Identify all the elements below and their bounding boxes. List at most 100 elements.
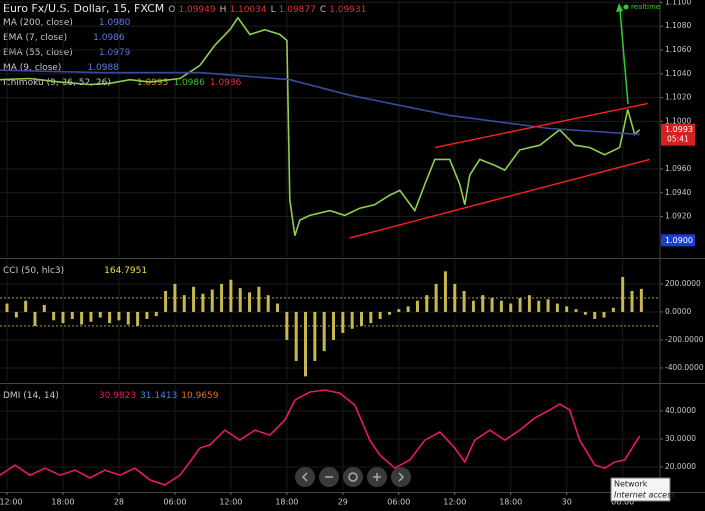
cci-bar xyxy=(630,290,634,312)
ohlc-value: 1.09931 xyxy=(329,5,366,15)
panel-value: 31.1413 xyxy=(140,391,177,401)
cci-bar xyxy=(574,309,578,312)
y-tick-label: 40.0000 xyxy=(665,406,696,415)
x-tick-label: 06:00 xyxy=(163,498,186,507)
cci-bar xyxy=(462,290,466,312)
series-line xyxy=(0,389,641,486)
panel-name: DMI (14, 14) xyxy=(3,391,59,401)
indicator-name: EMA (7, close) xyxy=(3,33,67,43)
cci-bar xyxy=(350,311,354,329)
cci-bar xyxy=(80,311,84,325)
panel-name: CCI (50, hlc3) xyxy=(3,266,64,276)
cci-bar xyxy=(266,295,270,312)
cci-bar xyxy=(229,279,233,312)
cci-bar xyxy=(108,311,112,324)
panel-value: 164.7951 xyxy=(104,266,147,276)
cci-bar xyxy=(313,311,317,361)
cci-bar xyxy=(639,288,643,312)
cci-bar xyxy=(518,297,522,312)
cci-bar xyxy=(145,311,149,319)
cci-bar xyxy=(593,311,597,319)
scroll-left-button[interactable] xyxy=(295,467,315,487)
indicator-value: 1.0986 xyxy=(93,33,125,43)
reset-button[interactable] xyxy=(343,467,363,487)
cci-bar xyxy=(425,295,429,312)
y-tick-label: 1.1020 xyxy=(665,93,691,102)
cci-bar xyxy=(583,311,587,315)
cci-bar xyxy=(220,283,224,312)
cci-bar xyxy=(98,311,102,318)
y-tick-label: 1.0940 xyxy=(665,188,691,197)
y-tick-label: -400.0000 xyxy=(665,363,704,372)
indicator-legend: MA (9, close) 1.0988 xyxy=(3,63,119,73)
y-tick-label: -200.0000 xyxy=(665,335,704,344)
x-tick-label: 18:00 xyxy=(275,498,298,507)
cci-bar xyxy=(173,283,177,312)
cci-bar xyxy=(621,276,625,312)
ohlc-key: O xyxy=(168,5,175,15)
cci-bar xyxy=(322,311,326,352)
cci-bar xyxy=(304,311,308,377)
panel-value: 30.9823 xyxy=(99,391,136,401)
cci-bar xyxy=(341,311,345,333)
indicator-value: 1.0988 xyxy=(87,63,119,73)
cci-bar xyxy=(24,300,28,312)
arrow-head xyxy=(616,3,623,12)
cci-bar xyxy=(70,311,74,319)
cci-bar xyxy=(42,304,46,312)
cci-bar xyxy=(52,311,56,321)
tooltip: Network Internet access xyxy=(610,477,675,502)
realtime-arrow xyxy=(619,9,629,105)
cci-bar xyxy=(453,283,457,312)
cci-bar xyxy=(359,311,363,326)
y-tick-label: 1.0960 xyxy=(665,164,691,173)
cci-bar xyxy=(471,300,475,312)
x-tick-label: 12:00 xyxy=(443,498,466,507)
ohlc-key: L xyxy=(271,5,276,15)
panel-value: 10.9659 xyxy=(181,391,218,401)
x-tick-label: 06:00 xyxy=(611,498,634,507)
cci-bar xyxy=(481,295,485,312)
cci-bar xyxy=(248,292,252,312)
channel-line xyxy=(349,158,650,239)
cci-bar xyxy=(546,299,550,312)
cci-bar xyxy=(126,311,130,325)
realtime-label: realtime xyxy=(631,3,660,11)
cci-bar xyxy=(397,309,401,312)
icon xyxy=(348,472,358,482)
symbol-title: Euro Fx/U.S. Dollar, 15, FXCM xyxy=(3,2,164,15)
cci-bar xyxy=(61,311,65,324)
x-tick-label: 28 xyxy=(114,498,124,507)
tooltip-title: Network xyxy=(614,480,648,489)
cci-bar xyxy=(565,306,569,312)
cci-bar xyxy=(434,283,438,312)
tooltip-box xyxy=(610,477,671,502)
tooltip-text: Internet access xyxy=(614,491,675,500)
icon xyxy=(398,472,405,482)
header: Euro Fx/U.S. Dollar, 15, FXCM O 1.09949 H 1.… xyxy=(3,2,366,15)
series-line xyxy=(0,69,640,136)
ohlc-key: C xyxy=(320,5,326,15)
cci-bar xyxy=(154,311,158,317)
cci-bar xyxy=(509,303,513,312)
y-tick-label: 20.0000 xyxy=(665,462,696,471)
cci-bar xyxy=(276,303,280,312)
cci-bar xyxy=(5,303,9,312)
x-tick-label: 30 xyxy=(562,498,572,507)
cci-bar xyxy=(499,300,503,312)
scroll-right-button[interactable] xyxy=(391,467,411,487)
y-tick-label: 0.0000 xyxy=(665,307,691,316)
cci-bar xyxy=(369,311,373,324)
price-label: 1.0993 xyxy=(665,125,693,134)
x-tick-label: 18:00 xyxy=(499,498,522,507)
nav-buttons xyxy=(295,467,411,487)
y-tick-label: 30.0000 xyxy=(665,434,696,443)
channel-line xyxy=(434,102,648,149)
cci-bar xyxy=(182,295,186,312)
countdown: 05:41 xyxy=(667,135,689,144)
cci-bar xyxy=(210,289,214,312)
cci-bar xyxy=(89,311,93,322)
price-box xyxy=(661,123,695,146)
realtime-dot xyxy=(623,4,629,10)
